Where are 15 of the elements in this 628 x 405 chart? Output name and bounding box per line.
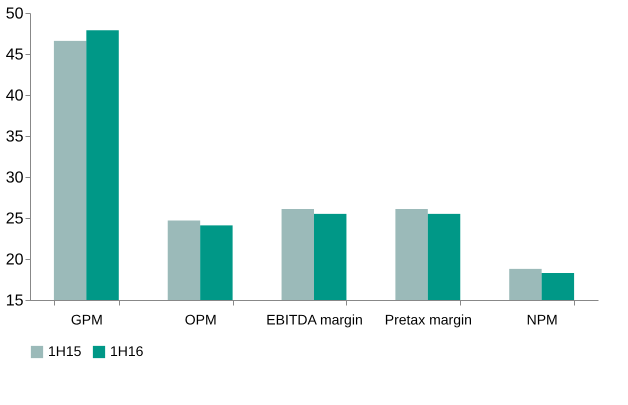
y-tick-label: 45 — [6, 46, 24, 64]
y-tick-label: 50 — [6, 6, 24, 22]
x-tick-label: GPM — [70, 312, 103, 328]
y-tick-label: 40 — [6, 88, 24, 104]
legend-label: 1H16 — [110, 343, 144, 359]
y-tick-label: 20 — [6, 252, 24, 268]
y-tick-label: 35 — [6, 128, 24, 146]
y-tick-label: 15 — [6, 292, 24, 310]
x-tick-label: EBITDA margin — [266, 312, 363, 328]
x-tick-label: Pretax margin — [384, 312, 472, 328]
x-tick-label: OPM — [184, 312, 217, 328]
y-tick-label: 30 — [6, 170, 24, 186]
legend-label: 1H15 — [48, 343, 82, 359]
y-tick-label: 25 — [6, 210, 24, 228]
x-tick-label: NPM — [526, 312, 558, 328]
